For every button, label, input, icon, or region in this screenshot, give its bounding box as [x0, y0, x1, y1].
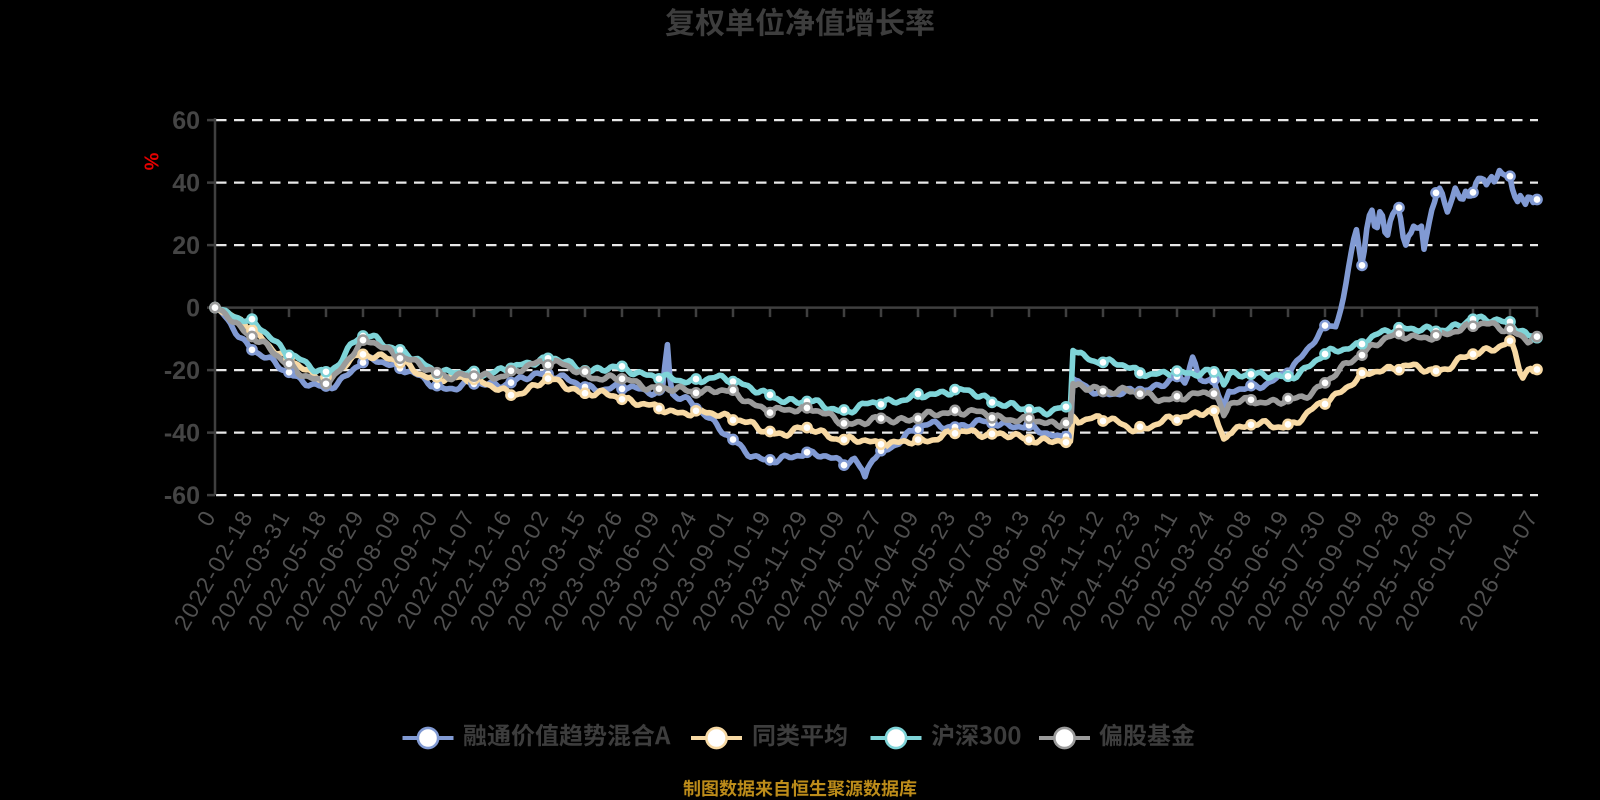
- svg-text:0: 0: [186, 295, 200, 323]
- svg-text:20: 20: [172, 232, 200, 260]
- svg-text:%: %: [140, 153, 162, 171]
- svg-text:40: 40: [172, 170, 200, 198]
- svg-text:-60: -60: [164, 482, 200, 510]
- svg-text:-40: -40: [164, 420, 200, 448]
- svg-text:60: 60: [172, 107, 200, 135]
- svg-text:-20: -20: [164, 357, 200, 385]
